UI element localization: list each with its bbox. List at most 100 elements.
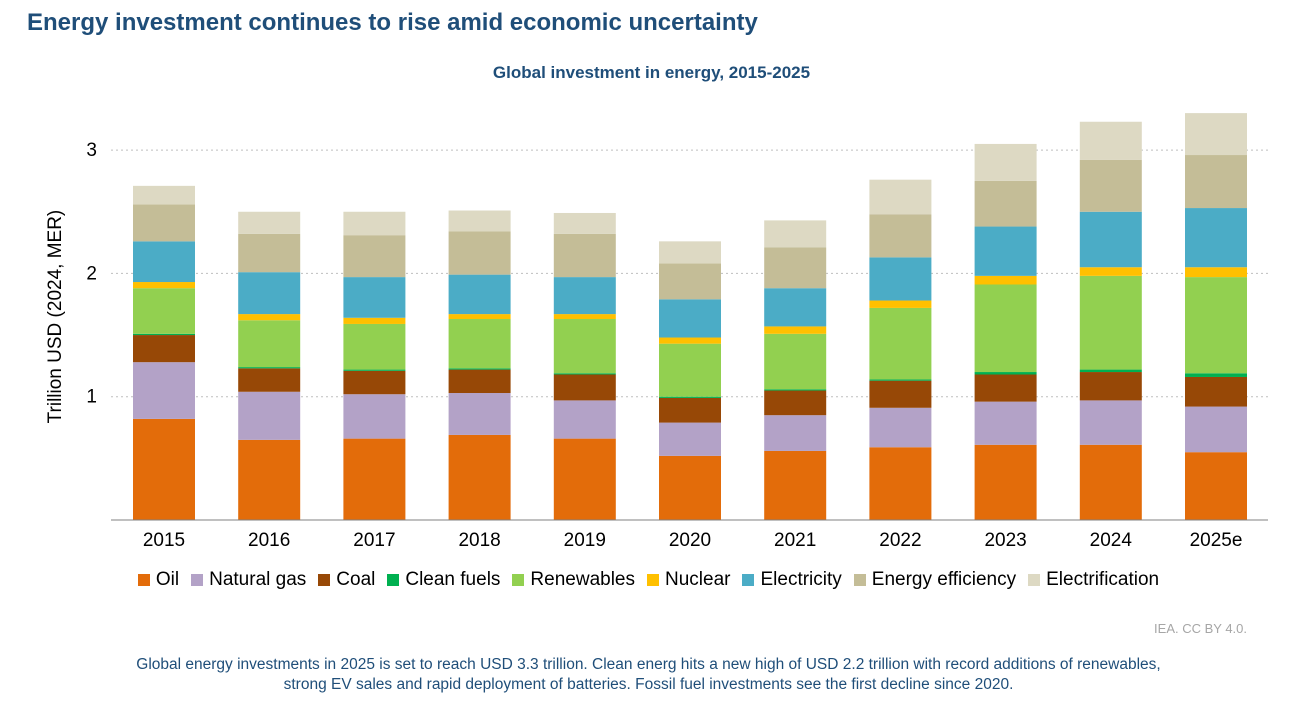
bar-segment-renewables xyxy=(1079,275,1142,370)
legend-swatch xyxy=(647,574,659,586)
bar-segment-renewables xyxy=(238,320,301,368)
bar-segment-oil xyxy=(343,438,406,520)
bar-segment-nuclear xyxy=(764,326,827,334)
bar-segment-oil xyxy=(1185,452,1247,520)
legend-label: Nuclear xyxy=(665,569,731,590)
legend-swatch xyxy=(853,574,866,586)
bar-segment-renewables xyxy=(448,319,511,369)
bar-segment-electrification xyxy=(764,220,827,248)
x-tick-label: 2020 xyxy=(669,530,711,551)
legend-swatch xyxy=(387,574,400,586)
bar-segment-oil xyxy=(133,418,195,520)
bar-segment-nuclear xyxy=(343,317,406,324)
bar-segment-electricity xyxy=(238,272,301,315)
bar-segment-electrification xyxy=(133,185,195,205)
y-tick-label: 3 xyxy=(86,140,97,161)
bar-segment-coal xyxy=(1079,372,1142,401)
bar-segment-renewables xyxy=(764,333,827,390)
x-tick-label: 2016 xyxy=(248,530,290,551)
bar-segment-clean-fuels xyxy=(1079,369,1142,373)
bar-segment-electricity xyxy=(553,277,616,315)
legend-item-nuclear: Nuclear xyxy=(647,569,730,591)
bar-segment-energy-efficiency xyxy=(1079,159,1142,212)
bar-group-2017 xyxy=(343,211,406,520)
bar-segment-oil xyxy=(553,438,616,520)
bar-segment-electricity xyxy=(764,288,827,327)
bar-segment-electrification xyxy=(448,210,511,232)
bar-segment-coal xyxy=(659,397,721,423)
bar-segment-electrification xyxy=(869,179,932,215)
legend-item-coal: Coal xyxy=(318,569,375,591)
legend-item-energy-efficiency: Energy efficiency xyxy=(853,569,1017,591)
legend-swatch xyxy=(191,574,204,586)
bar-segment-clean-fuels xyxy=(659,396,721,398)
footnote-line-2: strong EV sales and rapid deployment of … xyxy=(283,676,1014,693)
y-axis-title: Trillion USD (2024, MER) xyxy=(45,210,66,424)
bar-segment-oil xyxy=(974,444,1037,520)
bar-segment-electricity xyxy=(1185,208,1247,268)
y-tick-label: 1 xyxy=(86,387,97,408)
bar-group-2024 xyxy=(1079,121,1142,520)
bar-segment-energy-efficiency xyxy=(974,180,1037,227)
bar-segment-electrification xyxy=(343,211,406,236)
bar-segment-natural-gas xyxy=(764,415,827,451)
bar-segment-renewables xyxy=(343,323,406,370)
bar-segment-energy-efficiency xyxy=(553,233,616,278)
bar-segment-nuclear xyxy=(974,275,1037,285)
x-tick-label: 2021 xyxy=(774,530,816,551)
legend-item-electricity: Electricity xyxy=(742,569,842,591)
bar-group-2018 xyxy=(448,210,511,520)
legend-item-natural-gas: Natural gas xyxy=(191,569,306,591)
page-title: Energy investment continues to rise amid… xyxy=(27,9,758,36)
bar-segment-coal xyxy=(553,374,616,401)
bar-segment-energy-efficiency xyxy=(869,214,932,258)
x-tick-label: 2024 xyxy=(1090,530,1133,551)
bar-segment-nuclear xyxy=(869,300,932,308)
bar-segment-energy-efficiency xyxy=(238,233,301,273)
bar-segment-natural-gas xyxy=(659,422,721,456)
bar-segment-electrification xyxy=(553,212,616,234)
bar-segment-electricity xyxy=(974,226,1037,276)
bar-segment-coal xyxy=(133,335,195,363)
legend-item-clean-fuels: Clean fuels xyxy=(387,569,500,591)
bar-segment-nuclear xyxy=(1079,267,1142,276)
bar-segment-renewables xyxy=(974,284,1037,373)
bar-segment-coal xyxy=(343,370,406,395)
bar-segment-oil xyxy=(869,447,932,520)
bar-segment-oil xyxy=(1079,444,1142,520)
bar-segment-nuclear xyxy=(659,337,721,344)
bar-segment-oil xyxy=(238,439,301,520)
bar-segment-energy-efficiency xyxy=(764,247,827,289)
bar-segment-natural-gas xyxy=(448,393,511,435)
bar-segment-natural-gas xyxy=(974,401,1037,445)
bar-group-2015 xyxy=(133,185,195,520)
bar-segment-nuclear xyxy=(448,314,511,320)
chart-title: Global investment in energy, 2015-2025 xyxy=(492,63,811,82)
stacked-bar-chart: 1 2 3 2015 2016 2017 2018 2019 2020 2021 2022 2023 2… xyxy=(45,113,1268,551)
legend-swatch xyxy=(512,574,525,586)
legend-label: Renewables xyxy=(530,569,635,590)
legend-label: Electricity xyxy=(760,569,842,590)
bar-segment-renewables xyxy=(659,343,721,397)
bar-segment-energy-efficiency xyxy=(133,204,195,242)
bar-segment-electrification xyxy=(1185,113,1247,156)
bar-segment-electrification xyxy=(238,211,301,234)
bar-segment-oil xyxy=(764,450,827,520)
x-tick-label: 2023 xyxy=(984,530,1026,551)
bar-segment-electricity xyxy=(343,277,406,318)
bar-segment-coal xyxy=(448,369,511,394)
axes: 1 2 3 2015 2016 2017 2018 2019 2020 2021 2022 2023 2… xyxy=(86,140,1268,551)
bar-group-2019 xyxy=(553,212,616,520)
bar-segment-electricity xyxy=(869,257,932,301)
legend-label: Energy efficiency xyxy=(871,569,1017,590)
footnote: Global energy investments in 2025 is set… xyxy=(0,655,1297,695)
legend-swatch xyxy=(137,574,150,586)
footnote-line-1: Global energy investments in 2025 is set… xyxy=(136,656,1161,673)
bar-segment-electrification xyxy=(974,143,1037,181)
bar-group-2023 xyxy=(974,143,1037,520)
bars xyxy=(133,113,1247,520)
bar-segment-electrification xyxy=(659,241,721,264)
bar-segment-clean-fuels xyxy=(764,389,827,391)
bar-segment-energy-efficiency xyxy=(448,231,511,275)
legend-item-oil: Oil xyxy=(137,569,179,591)
